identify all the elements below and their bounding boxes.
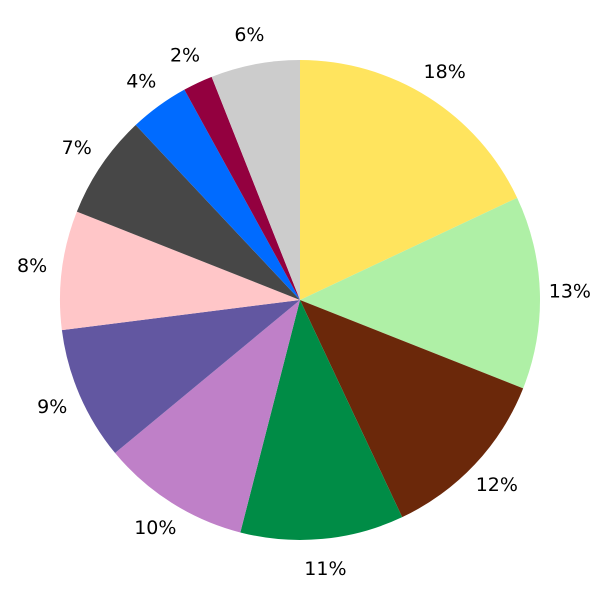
pie-slice-7 [76,125,301,300]
pie-slice-4 [115,300,301,533]
slice-label-5: 9% [37,396,67,418]
slice-label-10: 6% [234,24,264,46]
slice-label-1: 13% [549,281,591,303]
pie-slice-3 [240,300,403,540]
slice-label-6: 8% [17,255,47,277]
slice-label-9: 2% [170,45,200,67]
pie-slice-10 [211,60,300,300]
slice-label-0: 18% [424,61,466,83]
slice-label-8: 4% [126,71,156,93]
slice-label-2: 12% [476,474,518,496]
pie-slice-8 [135,89,300,300]
slice-label-4: 10% [134,517,176,539]
slice-label-3: 11% [304,558,346,580]
pie-slice-2 [300,300,524,518]
pie-slice-9 [184,76,300,301]
pie-slice-1 [300,197,541,389]
pie-slice-6 [60,211,300,331]
slice-label-7: 7% [62,137,92,159]
pie-slice-0 [300,60,518,300]
pie-slice-5 [61,300,300,453]
